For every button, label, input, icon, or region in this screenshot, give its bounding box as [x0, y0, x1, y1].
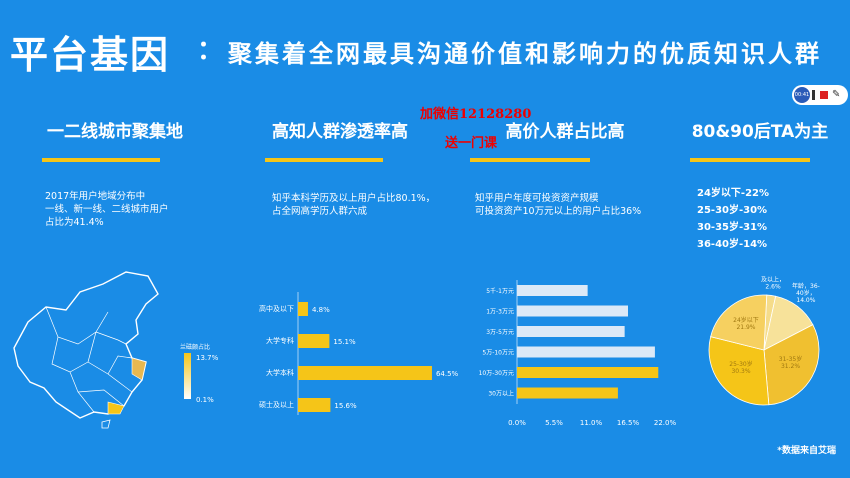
education-bar-chart: 高中及以下 4.8% 大学专科 15.1% 大学本科 64.5% 硕士及以上 15.6%	[259, 292, 459, 415]
category-label: 30万以上	[488, 390, 514, 398]
data-label: 15.6%	[334, 402, 357, 410]
page-title: 平台基因	[10, 33, 171, 77]
bar	[517, 387, 618, 399]
category-label: 5千-1万元	[486, 287, 514, 295]
divider-cities	[42, 158, 160, 162]
x-tick-label: 5.5%	[545, 419, 563, 427]
data-label: 64.5%	[436, 370, 459, 378]
heading-assets: 高价人群占比高	[505, 122, 625, 142]
desc-line: 占全网高学历人群六成	[272, 206, 368, 217]
pie-slice	[708, 336, 770, 406]
data-label: 15.1%	[333, 338, 356, 346]
x-tick-label: 0.0%	[508, 419, 526, 427]
divider-age	[690, 158, 810, 162]
heading-education: 高知人群渗透率高	[272, 122, 408, 142]
category-label: 5万-10万元	[482, 350, 514, 357]
pen-icon[interactable]: ✎	[832, 89, 841, 100]
desc-line: 可投资资产10万元以上的用户占比36%	[475, 206, 642, 217]
divider-assets	[470, 158, 590, 162]
age-item: 25-30岁-30%	[697, 205, 768, 216]
category-label: 大学专科	[266, 336, 294, 345]
watermark-line1: 加微信12128280	[420, 107, 532, 122]
heading-age: 80&90后TA为主	[691, 122, 829, 142]
page-subtitle: 聚集着全网最具沟通价值和影响力的优质知识人群	[228, 40, 822, 68]
desc-line: 知乎本科学历及以上用户占比80.1%，	[272, 193, 436, 204]
desc-line: 知乎用户年度可投资资产规模	[475, 193, 599, 204]
bar	[298, 398, 331, 412]
x-tick-label: 16.5%	[617, 419, 640, 427]
x-tick-label: 22.0%	[654, 419, 677, 427]
desc-line: 占比为41.4%	[45, 217, 104, 228]
divider-education	[265, 158, 383, 162]
map-provinces	[45, 306, 133, 413]
age-pie-chart: 年龄，41岁及以上，2.6%年龄，36-40岁，14.0% 31-35岁31.2%…	[708, 275, 820, 406]
map-outline	[13, 271, 159, 419]
map-region-east	[131, 357, 147, 381]
stop-icon[interactable]	[820, 91, 828, 99]
map-legend-max: 13.7%	[196, 354, 219, 362]
pause-icon[interactable]	[812, 90, 815, 100]
slice-label: 31-35岁 31.2%	[779, 355, 802, 370]
map-island	[101, 419, 111, 429]
bar	[517, 346, 655, 358]
map-legend-gradient	[184, 353, 191, 399]
slice-label: 24岁以下 21.9%	[733, 316, 759, 331]
map-legend-title: 兰磁颇占比	[180, 344, 211, 351]
data-label: 4.8%	[312, 306, 330, 314]
category-label: 1万-3万元	[486, 309, 514, 316]
bar	[517, 367, 659, 378]
age-item: 30-35岁-31%	[697, 222, 768, 233]
recorder-control[interactable]: 00:41 ✎	[792, 85, 848, 105]
bar	[298, 366, 432, 380]
map-legend-min: 0.1%	[196, 396, 214, 404]
recorder-time: 00:41	[794, 87, 810, 103]
bar	[517, 326, 625, 337]
x-tick-label: 11.0%	[580, 419, 603, 427]
pie-slice	[763, 324, 820, 406]
heading-cities: 一二线城市聚集地	[47, 122, 183, 142]
bar	[298, 334, 330, 348]
bar	[517, 285, 588, 296]
desc-cities: 2017年用户地域分布中 一线、新一线、二线城市用户 占比为41.4%	[45, 190, 169, 229]
category-label: 硕士及以上	[259, 400, 294, 409]
age-item: 24岁以下-22%	[697, 188, 770, 199]
pie-slice	[710, 294, 768, 351]
watermark-line2: 送一门课	[445, 136, 498, 151]
category-label: 大学本科	[266, 368, 294, 377]
desc-education: 知乎本科学历及以上用户占比80.1%， 占全网高学历人群六成	[272, 192, 435, 218]
assets-bar-chart: 0.0% 5.5% 11.0% 16.5% 22.0% 5千-1万元 1万-3万元 3万-5万…	[479, 280, 677, 427]
map-region-south	[107, 401, 125, 415]
desc-line: 一线、新一线、二线城市用户	[45, 204, 169, 215]
slice-label: 年龄，41岁及以上，2.6%	[757, 275, 789, 291]
category-label: 3万-5万元	[486, 329, 514, 336]
desc-line: 2017年用户地域分布中	[45, 191, 146, 202]
slice-label: 年龄，36-40岁， 14.0%	[792, 282, 820, 304]
source-note: *数据来自艾瑞	[777, 446, 836, 456]
category-label: 高中及以下	[259, 304, 294, 313]
category-label: 10万-30万元	[479, 370, 514, 377]
desc-assets: 知乎用户年度可投资资产规模 可投资资产10万元以上的用户占比36%	[475, 192, 641, 218]
age-item: 36-40岁-14%	[697, 239, 768, 250]
china-map	[13, 271, 159, 429]
bar	[517, 305, 628, 317]
age-list: 24岁以下-22% 25-30岁-30% 30-35岁-31% 36-40岁-1…	[697, 185, 769, 253]
title-separator: ：	[197, 36, 224, 66]
slice-label: 25-30岁 30.3%	[729, 360, 752, 375]
bar	[298, 302, 308, 316]
